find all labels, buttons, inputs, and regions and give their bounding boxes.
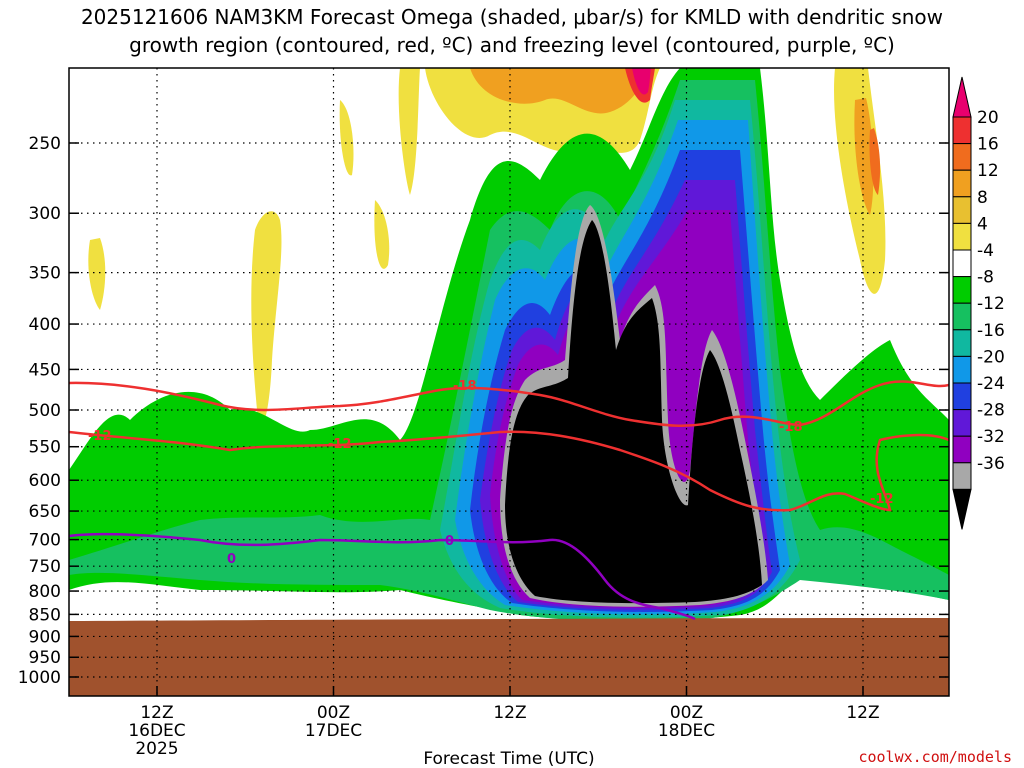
colorbar-segment xyxy=(952,196,972,224)
colorbar-segment xyxy=(952,76,972,118)
x-tick-label: 12Z xyxy=(493,703,526,723)
dgz-lower-contour-label: -12 xyxy=(88,429,112,444)
dgz-upper-contour xyxy=(69,380,949,428)
colorbar-segment xyxy=(952,276,972,304)
x-tick-label: 16DEC xyxy=(128,721,185,741)
colorbar-segment xyxy=(952,462,972,490)
colorbar-segment xyxy=(952,329,972,357)
dgz-lower-contour-label-3: -12 xyxy=(870,492,894,507)
y-tick-label: 300 xyxy=(29,204,61,224)
x-tick-label: 12Z xyxy=(140,703,173,723)
y-tick-label: 900 xyxy=(29,627,61,647)
dgz-upper-contour-label-2: -18 xyxy=(779,420,803,435)
y-tick-label: 250 xyxy=(29,134,61,154)
colorbar-segment xyxy=(952,169,972,198)
colorbar-label: 12 xyxy=(977,161,999,181)
chart-title-line2: growth region (contoured, red, ºC) and f… xyxy=(129,33,895,57)
y-tick-label: 450 xyxy=(29,360,61,380)
x-tick-label: 00Z xyxy=(317,703,350,723)
colorbar-label: -32 xyxy=(977,427,1005,447)
omega-positive-shading xyxy=(88,68,907,427)
colorbar-label: 16 xyxy=(977,135,999,155)
x-axis-label: Forecast Time (UTC) xyxy=(423,749,594,768)
y-axis: 2503003504004505005506006507007508008509… xyxy=(18,134,949,688)
y-tick-label: 850 xyxy=(29,605,61,625)
y-tick-label: 1000 xyxy=(18,668,61,688)
freezing-level-contour xyxy=(69,532,696,621)
colorbar-label: -8 xyxy=(977,268,994,288)
colorbar-label: -12 xyxy=(977,294,1005,314)
x-tick-label: 2025 xyxy=(135,739,178,759)
colorbar-label: 4 xyxy=(977,214,988,234)
colorbar-label: -28 xyxy=(977,401,1005,421)
colorbar-label: -24 xyxy=(977,374,1005,394)
y-tick-label: 750 xyxy=(29,557,61,577)
colorbar: 20 16 12 8 4 -4 -8 -12 -16 -20 -24 -28 -32 -36 xyxy=(952,76,1005,530)
y-tick-label: 950 xyxy=(29,648,61,668)
colorbar-label: -4 xyxy=(977,241,994,261)
y-tick-label: 700 xyxy=(29,531,61,551)
freezing-level-label: 0 xyxy=(227,552,236,567)
colorbar-segment xyxy=(952,382,972,411)
colorbar-segment xyxy=(952,116,972,145)
plot-frame xyxy=(68,67,950,697)
chart-title-line1: 2025121606 NAM3KM Forecast Omega (shaded… xyxy=(81,5,943,29)
y-tick-label: 600 xyxy=(29,471,61,491)
y-tick-label: 400 xyxy=(29,315,61,335)
x-tick-label: 17DEC xyxy=(305,721,362,741)
colorbar-segment xyxy=(952,222,972,251)
dgz-lower-contour-label-2: -12 xyxy=(328,437,352,452)
x-tick-label: 00Z xyxy=(670,703,703,723)
colorbar-segment xyxy=(952,488,972,530)
colorbar-segment xyxy=(952,409,972,437)
x-tick-label: 18DEC xyxy=(658,721,715,741)
y-tick-label: 500 xyxy=(29,401,61,421)
omega-strongest-ascent xyxy=(505,220,762,604)
colorbar-label: -20 xyxy=(977,347,1005,367)
freezing-level-label-2: 0 xyxy=(445,534,454,549)
dgz-lower-contour xyxy=(69,430,949,512)
colorbar-segment xyxy=(952,355,972,384)
dgz-upper-contour-label: -18 xyxy=(453,379,477,394)
y-tick-label: 800 xyxy=(29,582,61,602)
plot-area: -18 -18 -12 -12 -12 0 0 xyxy=(69,68,949,696)
credit-text: coolwx.com/models xyxy=(858,748,1012,766)
colorbar-segment xyxy=(952,302,972,331)
y-tick-label: 350 xyxy=(29,264,61,284)
colorbar-label: 8 xyxy=(977,188,988,208)
colorbar-segment xyxy=(952,143,972,171)
colorbar-segment xyxy=(952,249,972,278)
x-tick-label: 12Z xyxy=(846,703,879,723)
colorbar-segment xyxy=(952,435,972,464)
gridlines xyxy=(69,68,949,696)
colorbar-label: -16 xyxy=(977,321,1005,341)
colorbar-label: 20 xyxy=(977,108,999,128)
colorbar-label: -36 xyxy=(977,454,1005,474)
y-tick-label: 550 xyxy=(29,438,61,458)
y-tick-label: 650 xyxy=(29,502,61,522)
